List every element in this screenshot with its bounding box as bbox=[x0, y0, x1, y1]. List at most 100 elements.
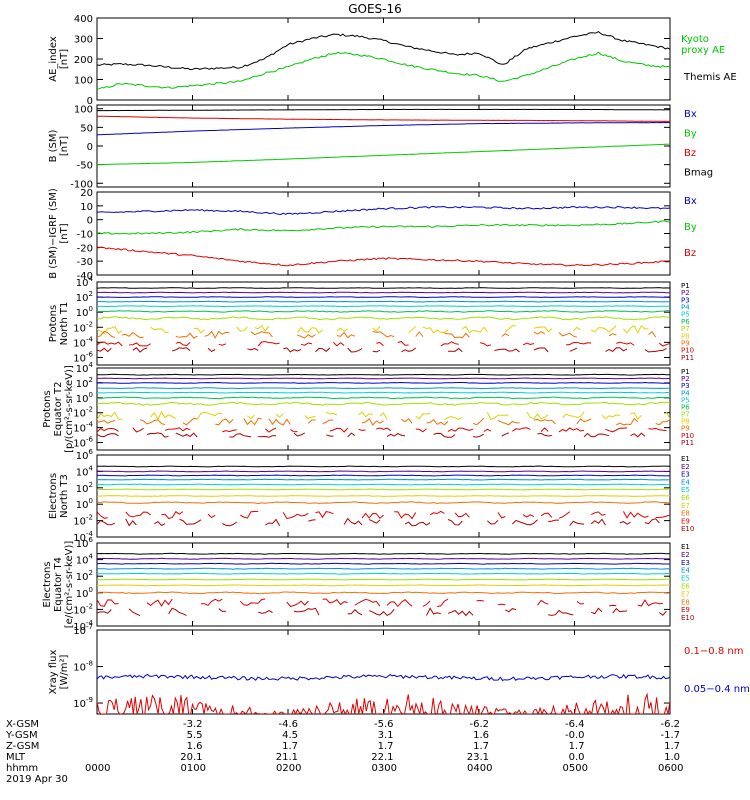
legend-entry: E4 bbox=[681, 478, 690, 486]
series-e7 bbox=[97, 495, 670, 497]
series-e10-segment bbox=[258, 610, 273, 614]
series-p9-segment bbox=[444, 332, 470, 339]
series-e9-segment bbox=[239, 598, 266, 606]
series-p7 bbox=[97, 401, 670, 406]
series-e6 bbox=[97, 488, 670, 491]
series-p11-segment bbox=[293, 432, 305, 437]
series-p4 bbox=[97, 387, 670, 390]
series-e9-segment bbox=[437, 598, 449, 607]
series-e10-segment bbox=[447, 609, 474, 617]
series-p11-segment bbox=[326, 434, 334, 437]
ytick-label: 10-7 bbox=[73, 623, 93, 637]
xaxis-row-value: 5.5 bbox=[187, 730, 203, 741]
series-p8-segment bbox=[533, 326, 553, 333]
series-e5 bbox=[97, 483, 670, 486]
ytick-label: 100 bbox=[76, 497, 93, 511]
series-p8-segment bbox=[408, 325, 417, 334]
series-themis-ae bbox=[97, 30, 670, 71]
data-layer bbox=[97, 552, 670, 617]
series-e10-segment bbox=[590, 518, 606, 526]
ylabel: Electrons bbox=[42, 561, 53, 607]
series-e4 bbox=[97, 567, 670, 570]
xaxis-row-value: 20.1 bbox=[180, 752, 202, 763]
ytick-exponent: 0 bbox=[89, 391, 93, 399]
series-e10-segment bbox=[308, 519, 316, 522]
series-e10-segment bbox=[343, 517, 363, 526]
series-e10-segment bbox=[512, 519, 538, 526]
ytick-exponent: 2 bbox=[89, 569, 93, 577]
xaxis-row-value: -0.0 bbox=[565, 730, 585, 741]
ytick-label: 10-8 bbox=[73, 660, 93, 674]
ytick-exponent: -8 bbox=[86, 660, 93, 668]
series-p8-segment bbox=[486, 411, 509, 421]
series-p8-segment bbox=[236, 326, 248, 332]
ylabel: AE_index bbox=[48, 36, 59, 82]
series-p9-segment bbox=[608, 333, 617, 337]
ylabel: Protons bbox=[48, 305, 59, 342]
xaxis-row-value: 0.0 bbox=[569, 752, 585, 763]
series-p6 bbox=[97, 310, 670, 313]
x-axis-annotation: X-GSM -3.2 -4.6 -5.6 -6.2 -6.4 -6.2 Y-GSM 5.5 4.5… bbox=[5, 719, 683, 785]
series-e9-segment bbox=[609, 604, 617, 607]
series-p10-segment bbox=[512, 427, 531, 432]
series-e9-segment bbox=[558, 511, 571, 519]
legend-entry: P1 bbox=[681, 282, 690, 290]
series-p9-segment bbox=[472, 418, 485, 426]
series-p10-segment bbox=[605, 427, 628, 433]
series-p8-segment bbox=[275, 413, 284, 418]
xaxis-row-value: 1.6 bbox=[473, 730, 489, 741]
legend-entry: P4 bbox=[681, 389, 690, 397]
series-e9-segment bbox=[97, 511, 108, 519]
data-layer bbox=[97, 465, 670, 527]
legend-entry: P11 bbox=[681, 354, 694, 362]
xaxis-row-value: 0000 bbox=[85, 763, 110, 774]
series-p9-segment bbox=[533, 330, 545, 335]
panel-xray: 10-7 10-8 10-9 Xray flux [W/m²] 0.1−0.8 nm 0.0… bbox=[48, 623, 750, 715]
series-e9-segment bbox=[537, 599, 549, 606]
series-kyoto-proxy-ae bbox=[97, 51, 670, 90]
series-e9-segment bbox=[315, 511, 334, 519]
series-e9-segment bbox=[394, 511, 417, 520]
ytick-exponent: 4 bbox=[89, 361, 94, 369]
series-e10-segment bbox=[426, 607, 441, 616]
series-e10-segment bbox=[218, 608, 226, 612]
series-p8-segment bbox=[196, 411, 223, 420]
ytick-label: 10-4 bbox=[73, 421, 93, 435]
series-p9-segment bbox=[533, 418, 556, 425]
series-e9-segment bbox=[240, 510, 259, 519]
data-layer bbox=[97, 205, 670, 267]
series-p3 bbox=[97, 296, 670, 299]
xaxis-row-value: 1.7 bbox=[664, 741, 680, 752]
series-p11-segment bbox=[372, 349, 381, 353]
series-p11-segment bbox=[97, 347, 112, 353]
xaxis-row-value: 0300 bbox=[372, 763, 397, 774]
ytick-label: 100 bbox=[74, 76, 93, 87]
series-p11-segment bbox=[401, 347, 416, 353]
ytick-label: -40 bbox=[77, 271, 93, 282]
series-p11-segment bbox=[175, 432, 198, 438]
data-layer bbox=[97, 673, 670, 714]
ytick-exponent: -2 bbox=[86, 406, 93, 414]
series-p8-segment bbox=[444, 416, 463, 421]
series-p9-segment bbox=[361, 418, 384, 426]
ylabel: North T1 bbox=[59, 302, 70, 346]
series-p11-segment bbox=[501, 432, 509, 437]
ytick-label: 10-9 bbox=[73, 696, 93, 710]
series-e10-segment bbox=[569, 520, 585, 527]
xaxis-row-value: 4.5 bbox=[282, 730, 298, 741]
xaxis-row-label: hhmm bbox=[6, 763, 38, 774]
series-p8-segment bbox=[462, 325, 488, 334]
ytick-label: 104 bbox=[76, 275, 94, 289]
ytick-label: -20 bbox=[77, 243, 93, 254]
series-p11-segment bbox=[537, 432, 552, 437]
xaxis-row-label: MLT bbox=[6, 752, 26, 763]
series-p10-segment bbox=[300, 342, 313, 346]
ytick-exponent: 2 bbox=[89, 290, 93, 298]
series-p9-segment bbox=[297, 334, 316, 339]
series-p11-segment bbox=[583, 432, 610, 438]
series-p11-segment bbox=[347, 432, 356, 438]
panel-dbsm: -40 -30 -20 -10 0 10 20 B (SM)−IGRF (SM) [nT] Bx B… bbox=[48, 188, 697, 282]
series-p2 bbox=[97, 291, 670, 294]
legend-entry: E6 bbox=[681, 583, 690, 591]
